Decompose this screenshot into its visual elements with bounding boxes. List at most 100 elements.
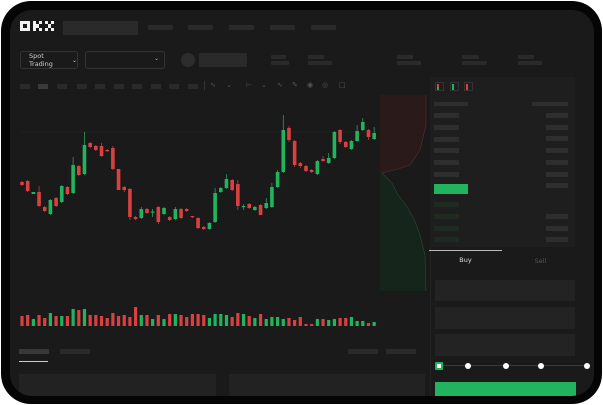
chevron-down-icon[interactable]: ⌄ [226,81,232,89]
candle [275,170,280,188]
chevron-down-icon[interactable]: ⌄ [261,81,267,89]
volume-bar [304,324,308,326]
volume-bar [202,315,206,326]
line-icon[interactable]: ∿ [277,81,283,89]
ask-row[interactable] [434,160,459,165]
coin-avatar [181,53,195,67]
candle [59,185,64,203]
timeframe-button[interactable] [132,84,142,89]
app-screen: Spot Trading ⌄ ⌄ ∿ ⌄ ⊢ ⌄ ∿ ✎ ◉ ◎ □ [10,10,594,396]
tab-order-history[interactable] [60,349,90,354]
volume-bar [196,314,200,326]
candle-body [99,146,104,156]
camera-icon[interactable]: ◉ [307,81,314,89]
depth-chart [380,95,427,291]
nav-item[interactable] [188,25,213,30]
sell-tab[interactable]: Sell [534,257,547,265]
timeframe-button[interactable] [77,84,87,89]
slider-step-50[interactable] [503,363,509,369]
ask-row-amount [546,160,568,165]
price-input[interactable] [435,280,575,301]
nav-item[interactable] [270,25,295,30]
indicator-icon[interactable]: ∿ [210,81,216,89]
tab-open-orders[interactable] [19,349,49,354]
volume-bar [116,316,121,326]
timeframe-button[interactable] [114,84,124,89]
candle [292,140,297,167]
timeframe-button[interactable] [57,84,67,89]
candle-body [292,141,297,165]
slider-step-75[interactable] [538,363,544,369]
candle [184,208,189,212]
buy-submit-button[interactable] [435,382,576,396]
volume-bar [372,322,376,326]
candle-body [150,211,155,213]
timeframe-button-active[interactable] [38,84,48,89]
candle-body [343,142,348,147]
candle [48,199,53,215]
bid-row[interactable] [434,214,459,219]
spot-trading-dropdown[interactable]: Spot Trading ⌄ [20,51,78,69]
ask-row[interactable] [434,148,459,153]
ask-row[interactable] [434,125,459,130]
ob-header-amount [532,102,568,106]
candle [315,160,320,175]
filter-button[interactable] [386,349,416,354]
stat-label [271,55,286,59]
slider-step-25[interactable] [465,363,471,369]
ask-row[interactable] [434,137,459,142]
total-input[interactable] [435,334,575,356]
candle-body [298,163,303,166]
candle-body [156,207,161,222]
amount-input[interactable] [435,307,575,329]
candlestick-chart[interactable] [10,10,430,340]
timeframe-button[interactable] [169,84,179,89]
ask-row[interactable] [434,113,459,118]
bid-row[interactable] [434,226,459,231]
nav-item[interactable] [229,25,254,30]
nav-item[interactable] [148,25,173,30]
bid-row[interactable] [434,202,459,207]
volume-bar [134,307,138,326]
candle-body [253,207,257,210]
ask-row[interactable] [434,172,459,177]
ruler-icon[interactable]: ✎ [292,81,298,89]
candle [247,203,251,209]
pair-dropdown[interactable]: ⌄ [85,51,165,69]
stat-label [308,55,324,59]
orderbook-both-icon[interactable] [435,82,444,91]
bid-row[interactable] [434,237,459,242]
candle-type-icon[interactable]: ⊢ [246,81,253,89]
candle [94,145,98,151]
timeframe-button[interactable] [95,84,105,89]
timeframe-button[interactable] [151,84,161,89]
amount-slider-track[interactable] [439,365,589,366]
candle-body [48,200,53,214]
candle [133,216,138,220]
slider-step-100[interactable] [584,363,590,369]
candle [31,192,36,194]
timeframe-button[interactable] [188,84,198,89]
candle-body [179,209,183,218]
candle [355,125,359,142]
orderbook-asks-icon[interactable] [464,82,473,91]
candle-body [332,132,337,158]
settings-icon[interactable]: ◎ [322,81,329,89]
buy-tab[interactable]: Buy [459,256,472,264]
volume-bar [241,314,246,326]
candle [128,188,132,220]
candle-body [309,170,314,172]
candle [207,222,212,230]
okx-logo[interactable] [20,21,57,31]
volume-bar [281,319,285,326]
candle-body [128,189,132,217]
amount-slider-handle[interactable] [435,362,443,370]
orderbook-bids-icon[interactable] [450,82,459,91]
candle [253,206,257,211]
nav-item[interactable] [311,25,336,30]
search-bar[interactable] [63,21,138,35]
filter-button[interactable] [348,349,378,354]
timeframe-button[interactable] [20,84,30,89]
candle-body [184,209,189,211]
fullscreen-icon[interactable]: □ [339,81,346,89]
